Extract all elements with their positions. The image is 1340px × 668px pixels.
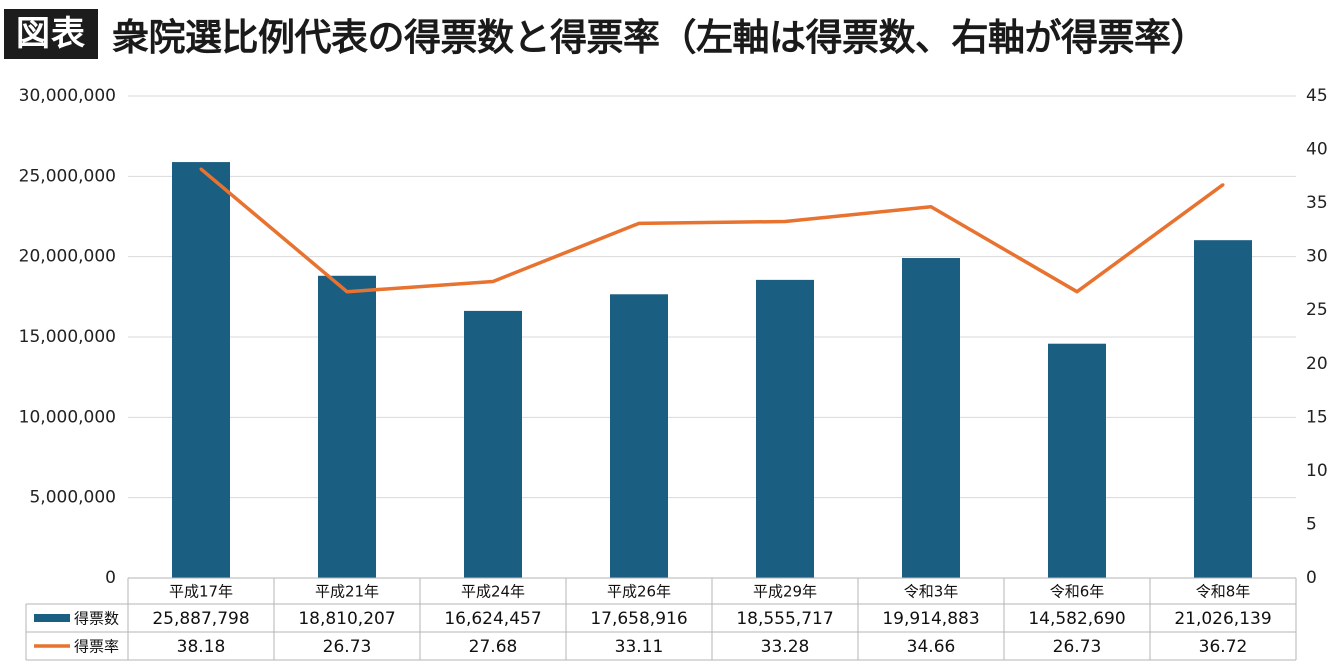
table-cell-votes: 25,887,798 <box>152 609 249 629</box>
bar <box>610 294 668 578</box>
table-cell-rate: 26.73 <box>1053 637 1102 657</box>
x-category-label: 平成26年 <box>607 583 671 601</box>
bar <box>1194 240 1252 578</box>
table-cell-rate: 33.11 <box>615 637 664 657</box>
table-cell-rate: 36.72 <box>1199 637 1248 657</box>
rate-point <box>1075 290 1079 294</box>
legend-swatch-bar <box>34 614 70 622</box>
y-tick-label-left: 10,000,000 <box>19 407 116 427</box>
table-cell-rate: 38.18 <box>177 637 226 657</box>
x-category-label: 平成17年 <box>169 583 233 601</box>
rate-point <box>345 290 349 294</box>
legend-label-votes: 得票数 <box>74 610 119 628</box>
x-category-label: 令和6年 <box>1050 583 1105 601</box>
x-category-label: 平成21年 <box>315 583 379 601</box>
table-cell-rate: 34.66 <box>907 637 956 657</box>
table-cell-votes: 17,658,916 <box>590 609 687 629</box>
table-cell-votes: 16,624,457 <box>444 609 541 629</box>
y-tick-label-left: 25,000,000 <box>19 166 116 186</box>
bar <box>756 279 814 578</box>
y-tick-label-right: 10 <box>1306 461 1328 481</box>
y-tick-label-right: 15 <box>1306 407 1328 427</box>
y-tick-label-right: 20 <box>1306 354 1328 374</box>
y-tick-label-right: 30 <box>1306 247 1328 267</box>
bar <box>318 275 376 578</box>
table-cell-rate: 26.73 <box>323 637 372 657</box>
y-tick-label-left: 5,000,000 <box>29 488 116 508</box>
table-cell-votes: 21,026,139 <box>1174 609 1271 629</box>
table-cell-votes: 14,582,690 <box>1028 609 1125 629</box>
y-tick-label-right: 0 <box>1306 568 1317 588</box>
y-tick-label-left: 15,000,000 <box>19 327 116 347</box>
x-category-label: 平成24年 <box>461 583 525 601</box>
x-category-label: 令和8年 <box>1196 583 1251 601</box>
table-cell-votes: 18,810,207 <box>298 609 395 629</box>
y-tick-label-left: 30,000,000 <box>19 86 116 106</box>
table-cell-votes: 19,914,883 <box>882 609 979 629</box>
rate-point <box>199 167 203 171</box>
x-category-label: 平成29年 <box>753 583 817 601</box>
rate-point <box>637 221 641 225</box>
table-cell-rate: 33.28 <box>761 637 810 657</box>
table-cell-rate: 27.68 <box>469 637 518 657</box>
rate-point <box>929 205 933 209</box>
y-tick-label-right: 35 <box>1306 193 1328 213</box>
y-tick-label-right: 25 <box>1306 300 1328 320</box>
bar <box>902 258 960 578</box>
legend-label-rate: 得票率 <box>74 638 119 656</box>
rate-point <box>1221 183 1225 187</box>
y-tick-label-right: 5 <box>1306 514 1317 534</box>
chart-title: 衆院選比例代表の得票数と得票率（左軸は得票数、右軸が得票率） <box>112 16 1208 59</box>
rate-point <box>783 220 787 224</box>
y-tick-label-left: 20,000,000 <box>19 247 116 267</box>
bar <box>464 310 522 578</box>
chart-title-bar: 図表 衆院選比例代表の得票数と得票率（左軸は得票数、右軸が得票率） <box>4 6 1208 62</box>
rate-point <box>491 280 495 284</box>
table-cell-votes: 18,555,717 <box>736 609 833 629</box>
title-badge: 図表 <box>4 9 98 59</box>
y-tick-label-left: 0 <box>105 568 116 588</box>
y-tick-label-right: 45 <box>1306 86 1328 106</box>
rate-line <box>199 167 1225 294</box>
y-tick-label-right: 40 <box>1306 140 1328 160</box>
bar <box>172 162 230 578</box>
x-category-label: 令和3年 <box>904 583 959 601</box>
bar <box>1048 343 1106 578</box>
